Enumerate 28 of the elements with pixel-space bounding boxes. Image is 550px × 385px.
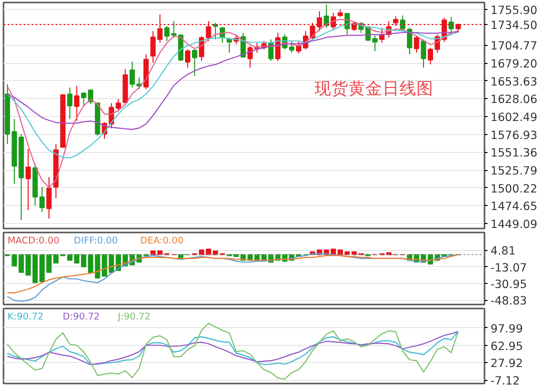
y-tick-label: 1474.65 (490, 199, 538, 214)
y-tick-label: 1500.22 (490, 181, 538, 196)
y-tick-label: 62.95 (490, 338, 523, 353)
series-label: MACD:0.00 (8, 236, 60, 246)
y-tick-label: 1576.93 (490, 128, 538, 142)
y-tick-label: 1551.36 (490, 146, 538, 160)
y-tick-label: -30.95 (490, 276, 528, 291)
series-label: DEA:0.00 (140, 236, 184, 246)
y-tick-label: -13.07 (490, 260, 528, 274)
y-tick-label: 1449.09 (490, 217, 538, 232)
y-tick-label: 97.99 (490, 321, 523, 336)
ref-line-label: 1734.50 (490, 18, 538, 32)
series-label: J:90.72 (116, 312, 151, 322)
y-tick-label: 27.92 (490, 356, 523, 370)
y-tick-label: 4.81 (490, 244, 516, 258)
text: DIFF:0.00 (74, 236, 118, 246)
y-tick-label: 1628.06 (490, 92, 538, 106)
y-tick-label: 1653.63 (490, 74, 538, 88)
y-tick-label: -48.83 (490, 294, 528, 308)
text: D:90.72 (62, 312, 100, 322)
y-tick-label: 1525.79 (490, 164, 538, 178)
y-tick-label: 1704.77 (490, 38, 538, 53)
y-tick-label: 1602.49 (490, 110, 538, 124)
text: K:90.72 (8, 312, 44, 322)
y-tick-label: -7.12 (490, 374, 520, 385)
y-tick-label: 1755.90 (490, 3, 538, 18)
annotation: 现货黄金日线图 (314, 78, 434, 98)
y-tick-label: 1679.20 (490, 56, 538, 71)
